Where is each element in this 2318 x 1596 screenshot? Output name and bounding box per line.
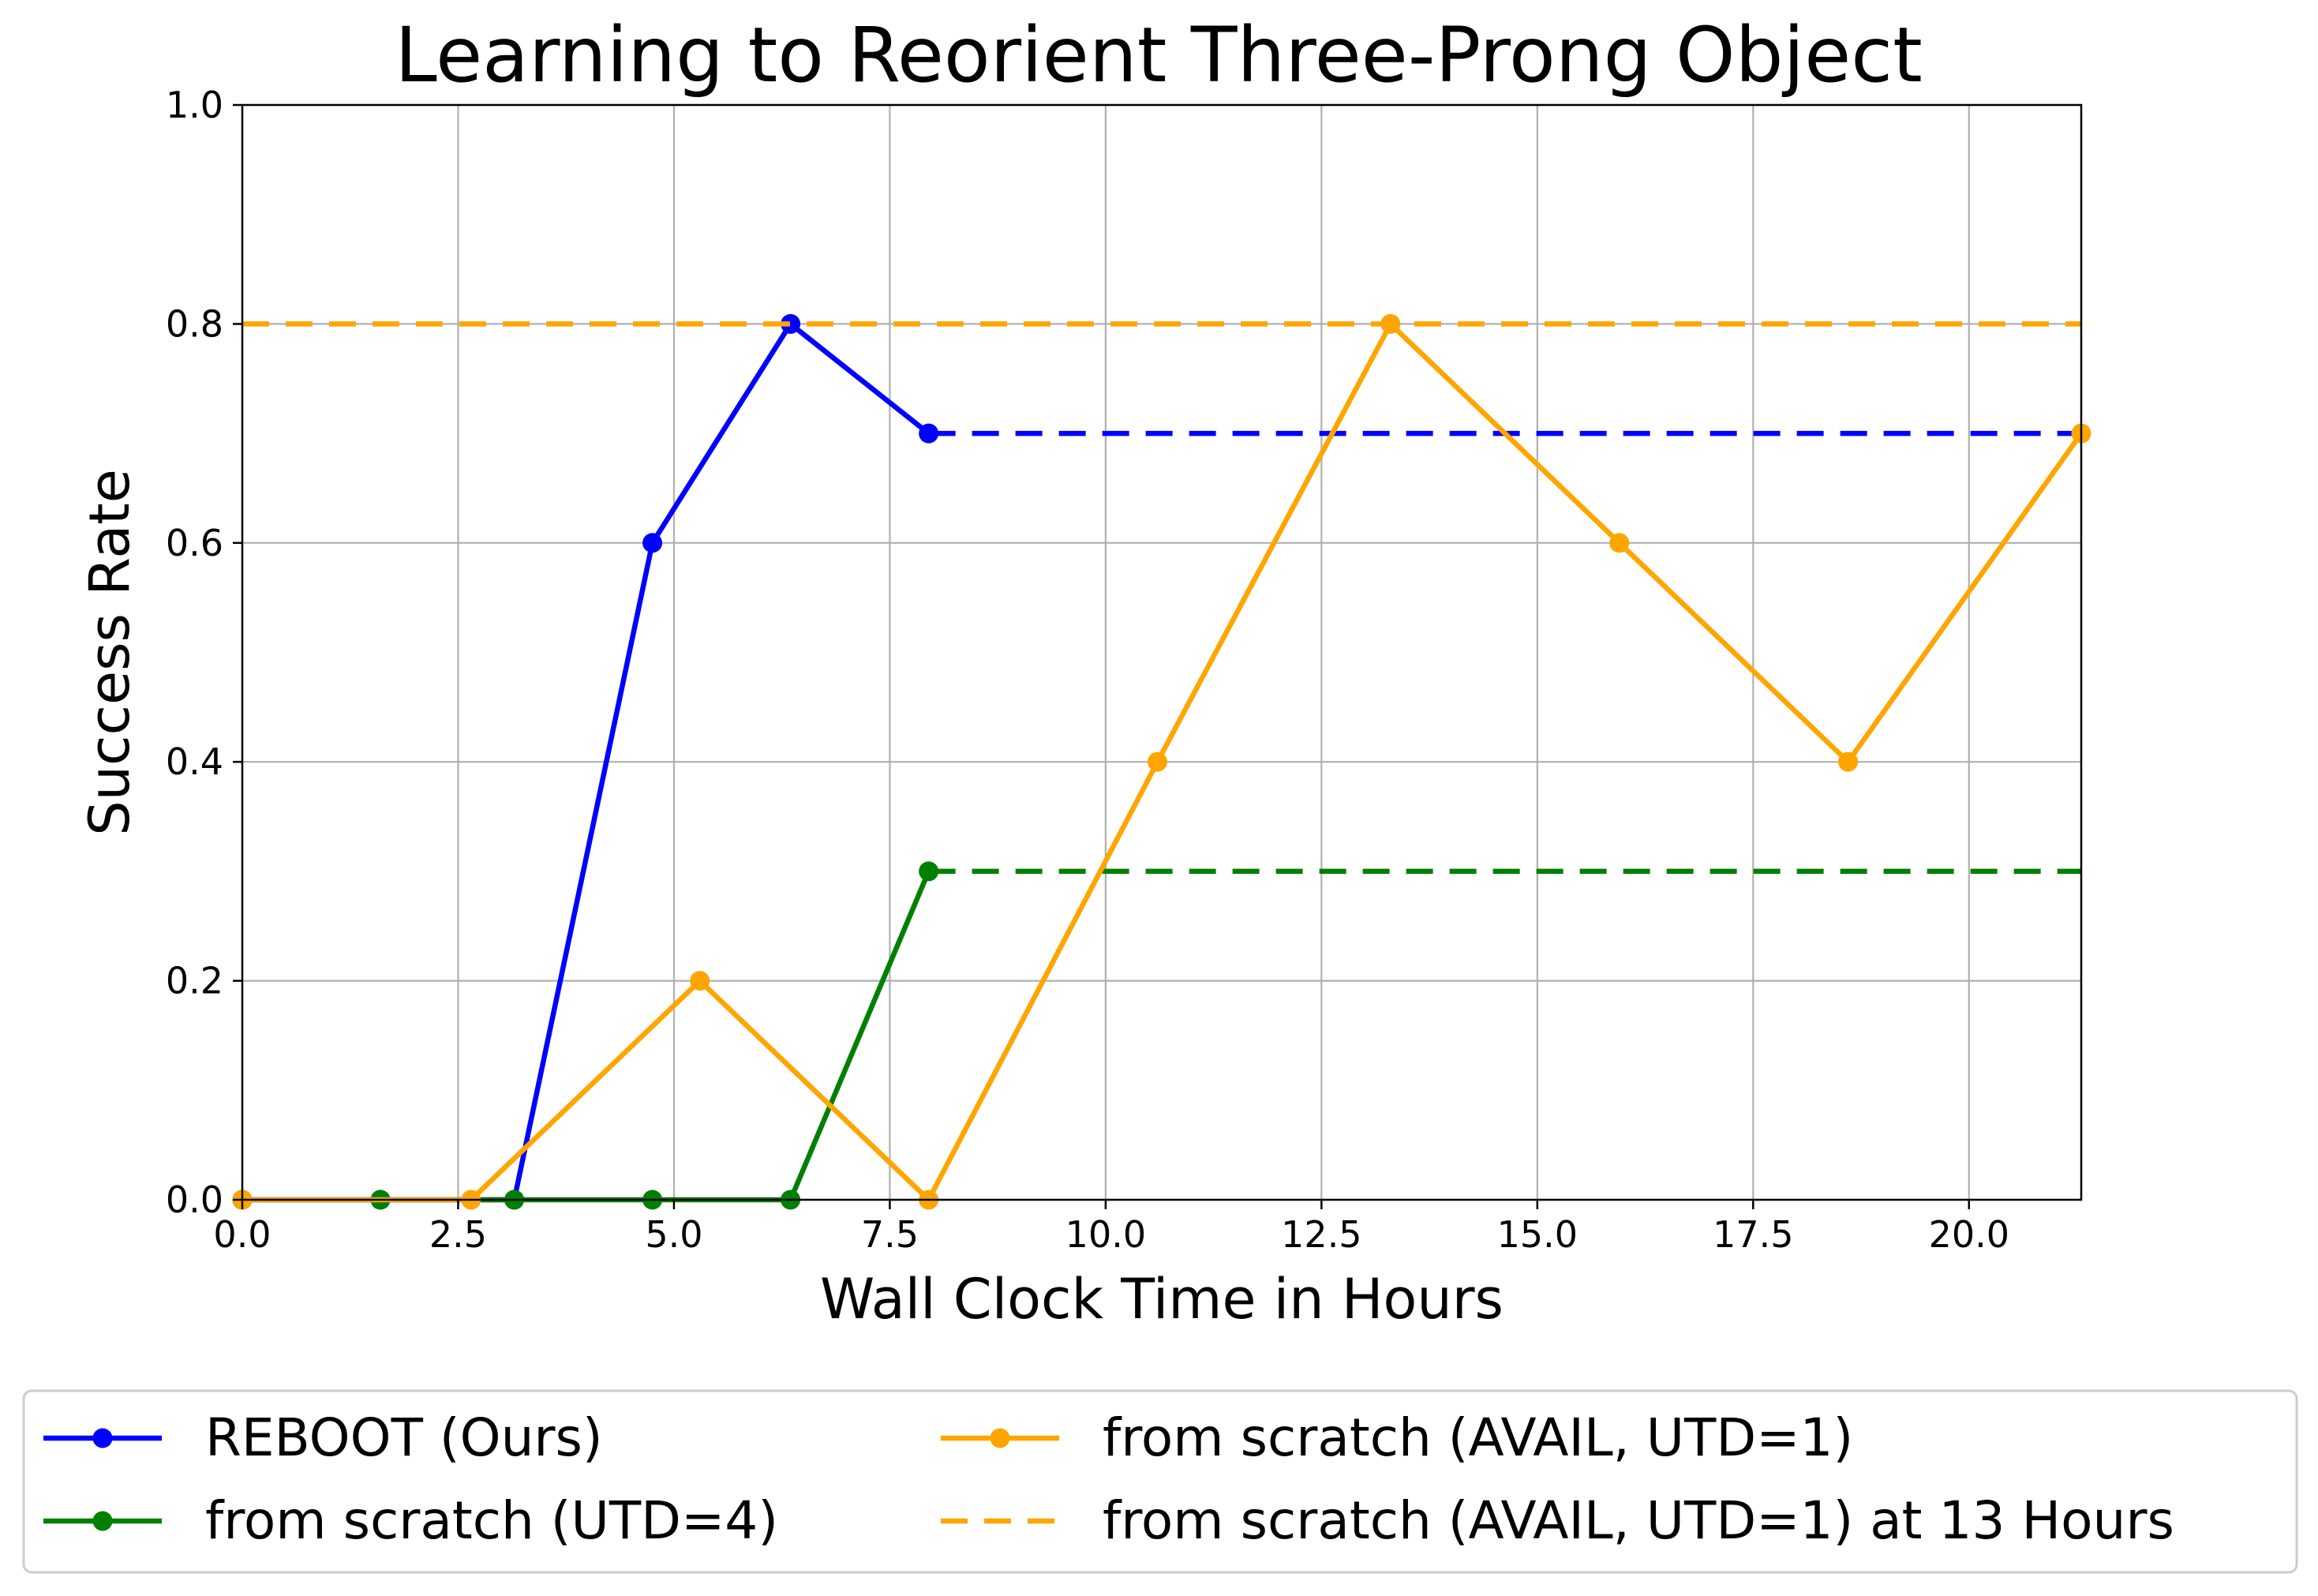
- y-tick-label: 0.6: [166, 522, 223, 564]
- legend: REBOOT (Ours) from scratch (UTD=4) from sc…: [22, 1389, 2298, 1574]
- series-0-point: [642, 533, 663, 553]
- chart-title: Learning to Reorient Three-Prong Object: [395, 11, 1922, 99]
- series-2-point: [1148, 751, 1168, 772]
- y-tick-label: 0.2: [166, 960, 223, 1002]
- x-tick-label: 15.0: [1497, 1213, 1578, 1256]
- legend-swatch-marker-2: [990, 1428, 1010, 1448]
- legend-label-0: REBOOT (Ours): [205, 1407, 603, 1468]
- series-lines: [232, 313, 2091, 1210]
- legend-label-2: from scratch (AVAIL, UTD=1): [1103, 1407, 1853, 1468]
- y-tick-label: 1.0: [166, 84, 223, 126]
- series-2-point: [690, 971, 710, 991]
- x-tick-label: 7.5: [861, 1213, 919, 1256]
- x-tick-label: 20.0: [1929, 1213, 2009, 1256]
- series-1-point: [919, 861, 939, 882]
- y-tick-label: 0.8: [166, 302, 223, 345]
- legend-box: [22, 1389, 2298, 1574]
- legend-label-1: from scratch (UTD=4): [205, 1490, 778, 1551]
- series-2-point: [1838, 751, 1859, 772]
- legend-swatch-marker-1: [92, 1511, 113, 1531]
- x-tick-label: 5.0: [645, 1213, 702, 1256]
- legend-label-3: from scratch (AVAIL, UTD=1) at 13 Hours: [1103, 1490, 2174, 1551]
- x-tick-label: 10.0: [1065, 1213, 1146, 1256]
- dashed-extensions: [928, 430, 2081, 875]
- series-2-point: [1609, 533, 1630, 553]
- series-0-point: [919, 423, 939, 444]
- y-axis-label: Success Rate: [77, 469, 142, 836]
- series-1-line: [242, 870, 931, 1203]
- x-tick-label: 12.5: [1281, 1213, 1361, 1256]
- x-tick-label: 2.5: [429, 1213, 487, 1256]
- y-tick-label: 0.0: [166, 1178, 223, 1221]
- x-tick-label: 0.0: [213, 1213, 271, 1256]
- plot-area-frame: [241, 103, 2083, 1201]
- legend-swatch-marker-0: [92, 1428, 113, 1448]
- axis-ticks: 0.0 2.5 5.0 7.5 10.0 12.5 15.0 17.5 20.0 0.0 0.2 0.…: [166, 84, 2009, 1256]
- grid: [241, 103, 2081, 1201]
- series-0-point: [781, 313, 801, 334]
- x-tick-label: 17.5: [1713, 1213, 1793, 1256]
- y-tick-label: 0.4: [166, 740, 223, 783]
- x-axis-label: Wall Clock Time in Hours: [820, 1267, 1504, 1332]
